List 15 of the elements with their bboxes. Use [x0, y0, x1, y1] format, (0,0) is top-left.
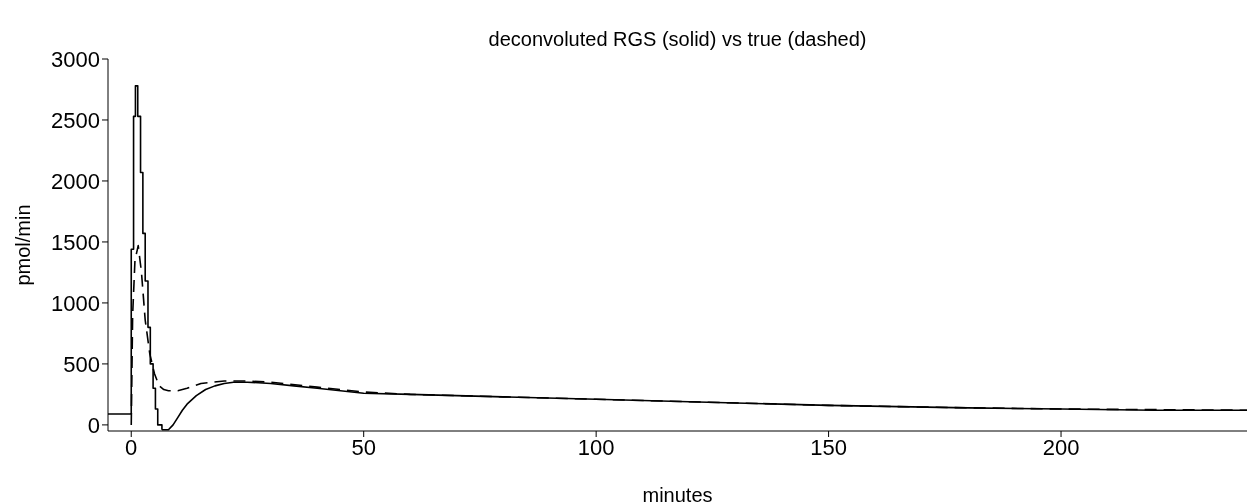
x-axis-title: minutes — [642, 484, 713, 502]
x-tick-label: 200 — [1042, 434, 1080, 460]
y-tick-label: 2000 — [51, 168, 100, 194]
y-tick-label: 1000 — [51, 290, 100, 316]
y-tick-label: 2500 — [51, 107, 100, 133]
y-tick-label: 0 — [87, 412, 100, 438]
x-tick-label: 50 — [351, 434, 376, 460]
chart-title: deconvoluted RGS (solid) vs true (dashed) — [487, 28, 868, 51]
y-tick-label: 500 — [63, 351, 100, 377]
x-tick-label: 100 — [577, 434, 615, 460]
y-tick-label: 1500 — [51, 229, 100, 255]
x-tick-label: 0 — [125, 434, 138, 460]
x-tick-label: 150 — [810, 434, 847, 460]
y-axis-title: pmol/min — [12, 204, 34, 286]
y-tick-label: 3000 — [51, 46, 100, 72]
